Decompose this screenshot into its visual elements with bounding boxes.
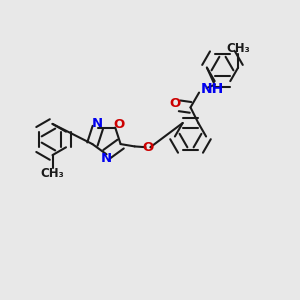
Text: N: N (92, 116, 103, 130)
Text: NH: NH (201, 82, 224, 96)
Text: O: O (113, 118, 124, 131)
Text: CH₃: CH₃ (40, 167, 64, 180)
Text: O: O (169, 97, 181, 110)
Text: CH₃: CH₃ (226, 43, 250, 56)
Text: O: O (142, 141, 154, 154)
Text: N: N (101, 152, 112, 165)
